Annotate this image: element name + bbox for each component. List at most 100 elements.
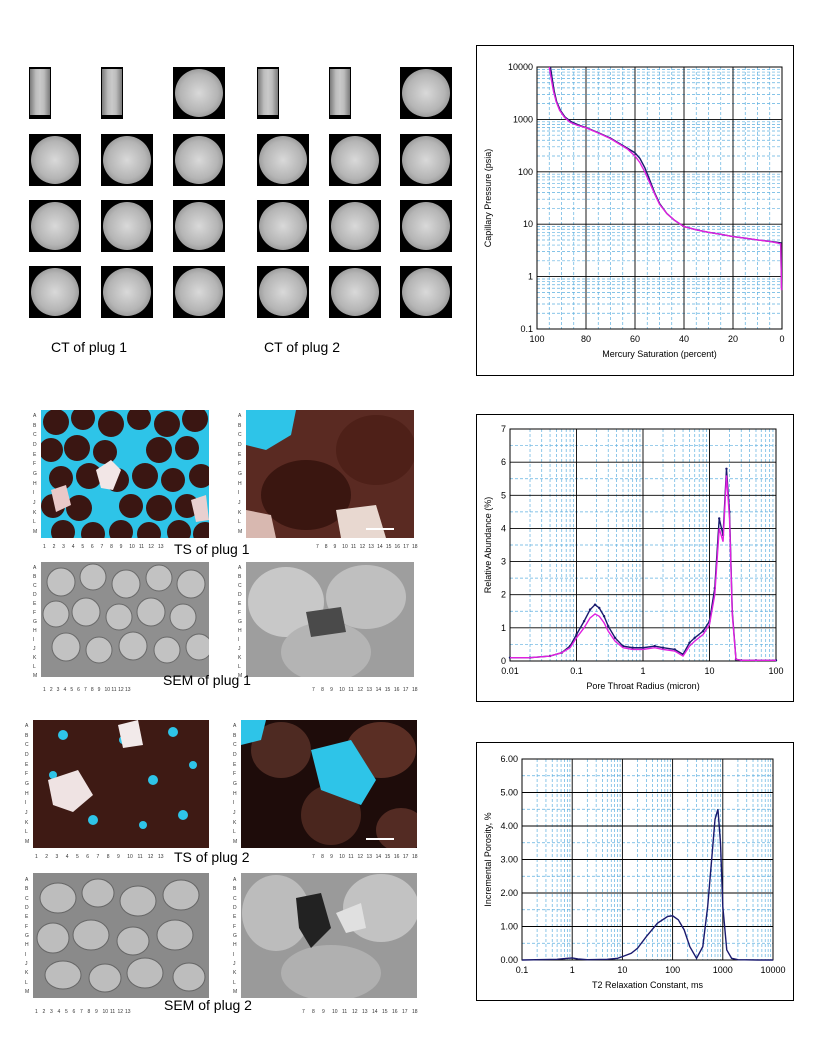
grid-col-number: 12 [147,854,154,860]
ct-slice-image [101,134,153,186]
grid-col-number: 2 [45,854,49,860]
grid-col-number: 1 [43,544,46,550]
grid-col-number: 17 [403,544,409,550]
grid-col-number: 12 [352,1009,358,1015]
grid-row-letter: L [25,829,28,836]
y-tick-label: 2.00 [500,888,518,898]
grid-col-number: 16 [393,854,400,860]
t2-relaxation-chart: 0.1 1 10 100 1000 10000 0.00 1.00 2.00 3.00 4.00 5.… [476,742,794,1001]
grid-row-letter: K [233,970,237,977]
grid-row-letter: A [238,413,242,419]
grid-col-number: 9 [119,544,123,550]
x-tick-label: 20 [728,334,738,344]
grid-col-number: 6 [90,544,94,550]
grid-row-letter: H [233,942,237,949]
x-tick-label: 40 [679,334,689,344]
grid-col-number: 6 [77,687,80,693]
grid-col-number: 16 [394,544,401,550]
sem-plug-1-image-right [246,562,414,677]
x-tick-label: 100 [529,334,544,344]
grid-col-number: 17 [402,1009,408,1015]
grid-col-number: 8 [321,854,324,860]
ct-slice-image [29,266,81,318]
grid-col-number: 13 [158,854,164,860]
ct-slice-image [400,200,452,252]
grid-col-number: 11 [111,687,117,693]
grid-col-number: 5 [65,1009,68,1015]
grid-col-number: 8 [90,687,94,693]
grid-col-number: 14 [372,1009,378,1015]
grid-row-letter: G [25,781,29,787]
grid-col-number: 7 [80,1009,83,1015]
grid-col-number: 15 [382,1009,388,1015]
y-tick-label: 6 [501,457,506,467]
capillary-pressure-chart: 100 80 60 40 20 0 0.1 1 10 100 1000 10000 Mercury Sa… [476,45,794,376]
grid-row-letter: M [238,529,243,535]
grid-col-number: 8 [321,687,324,693]
sem-plug-2-right-texture [241,873,417,998]
grid-col-number: 11 [137,854,143,860]
caption-ct-plug-1: CT of plug 1 [51,339,128,355]
grid-col-number: 9 [322,1009,325,1015]
grid-col-number: 9 [330,687,333,693]
ct-slice-image [400,266,452,318]
caption-ts-plug-1: TS of plug 1 [174,541,250,557]
grid-row-letter: A [233,723,237,729]
grid-col-number: 11 [348,854,354,860]
x-tick-label: 60 [630,334,640,344]
grid-row-letter: E [238,451,242,458]
grid-col-number: 7 [84,687,87,693]
grid-row-letter: M [25,839,30,845]
grid-row-letter: E [33,601,37,607]
grid-col-number: 16 [392,1009,398,1015]
t2-relaxation-svg: 0.1 1 10 100 1000 10000 0.00 1.00 2.00 3.00 4.00 5.… [483,754,786,990]
grid-row-letter: I [233,951,235,958]
sem-plug-2-image-left [33,873,209,998]
x-tick-label: 1 [640,666,645,676]
grid-col-number: 13 [368,544,374,550]
ct-slice-image [173,134,225,186]
grid-row-letter: J [33,646,36,652]
x-tick-label: 0.1 [516,965,529,975]
grid-row-letter: E [233,914,237,921]
grid-row-letter: K [33,509,37,516]
grid-col-number: 12 [359,544,366,550]
grid-col-number: 8 [106,854,110,860]
grid-col-number: 10 [339,687,345,693]
ct-slice-image [400,134,452,186]
grid-row-letter: D [233,905,237,911]
series-point [607,625,610,628]
caption-ts-plug-2: TS of plug 2 [174,849,250,865]
chart-grid [536,66,783,330]
grid-row-letter: A [25,723,29,729]
grid-row-letter: B [25,886,29,893]
grid-col-number: 4 [71,544,75,550]
x-tick-label: 1 [570,965,575,975]
grid-col-number: 9 [95,1009,98,1015]
grid-row-letter: C [233,742,237,749]
grid-col-number: 7 [312,854,315,860]
grid-col-number: 13 [125,687,131,693]
grid-row-letter: A [25,877,29,883]
grid-row-letter: B [33,422,37,429]
pore-throat-svg: 0.01 0.1 1 10 100 0 1 2 3 4 5 6 7 Pore Throat Radius … [483,424,784,691]
series-point [588,608,592,611]
grid-row-letter: F [33,461,37,468]
y-tick-label: 2 [501,590,506,600]
series-point [641,646,645,649]
sem-plug-2-left-texture [33,873,209,998]
grid-col-number: 8 [87,1009,91,1015]
ct-slice-image [329,134,381,186]
grid-row-letter: J [233,961,236,967]
y-tick-label: 1 [528,272,533,282]
grid-col-number: 11 [342,1009,348,1015]
ct-slice-image [173,200,225,252]
y-tick-label: 6.00 [500,754,518,764]
series-point [693,636,696,639]
grid-row-letter: K [238,655,242,661]
grid-col-number: 11 [350,544,357,550]
grid-row-letter: G [25,933,29,939]
grid-col-number: 1 [35,1009,38,1015]
y-tick-label: 7 [501,424,506,434]
ct-slice-image [101,200,153,252]
